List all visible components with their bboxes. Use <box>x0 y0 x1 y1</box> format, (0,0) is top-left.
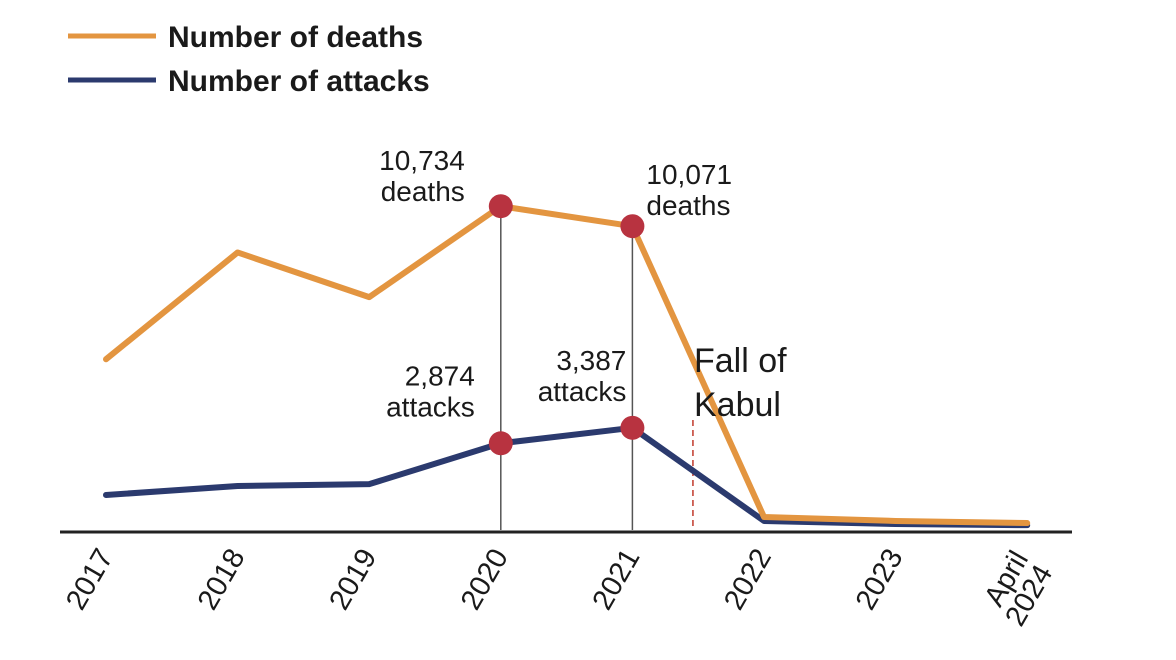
annotation-unit-1: deaths <box>646 190 730 221</box>
annotation-unit-3: attacks <box>538 376 627 407</box>
event-label-line1: Fall of <box>694 342 787 380</box>
data-point-attacks-2020 <box>488 431 513 456</box>
annotation-value-3: 3,387 <box>556 345 626 376</box>
series-line-attacks <box>103 424 1031 529</box>
data-point-attacks-2021 <box>620 415 645 440</box>
x-tick-label-2023: 2023 <box>850 544 910 616</box>
annotations: 10,734deaths10,071deaths2,874attacks3,38… <box>379 145 787 424</box>
series-lines <box>103 203 1031 529</box>
x-tick-label-2021: 2021 <box>586 544 646 616</box>
x-tick-label-2020: 2020 <box>455 544 515 616</box>
event-label-line2: Kabul <box>694 386 781 424</box>
data-point-deaths-2020 <box>488 194 513 219</box>
annotation-value-2: 2,874 <box>405 360 475 391</box>
highlight-points <box>488 194 645 456</box>
data-point-deaths-2021 <box>620 214 645 239</box>
x-tick-label-2018: 2018 <box>192 544 252 616</box>
annotation-value-0: 10,734 <box>379 145 465 176</box>
x-tick-label-2022: 2022 <box>718 544 778 616</box>
x-tick-label-2017: 2017 <box>60 544 120 616</box>
legend-label-0: Number of deaths <box>168 21 423 54</box>
legend-label-1: Number of attacks <box>168 65 430 98</box>
annotation-unit-0: deaths <box>381 176 465 207</box>
legend: Number of deaths Number of attacks <box>68 21 430 98</box>
x-tick-label-2019: 2019 <box>323 544 383 616</box>
guide-lines <box>500 206 694 530</box>
annotation-value-1: 10,071 <box>646 159 732 190</box>
series-line-deaths <box>103 203 1031 527</box>
annotation-unit-2: attacks <box>386 391 475 422</box>
